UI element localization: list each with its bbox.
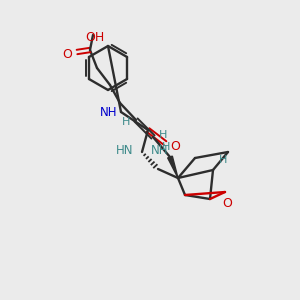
Text: NH: NH xyxy=(100,106,117,118)
Text: H: H xyxy=(159,130,167,140)
Text: OH: OH xyxy=(85,31,105,44)
Text: O: O xyxy=(170,140,180,152)
Text: O: O xyxy=(222,197,232,210)
Text: H: H xyxy=(122,117,130,127)
Text: O: O xyxy=(62,49,72,62)
Text: H: H xyxy=(219,155,227,165)
Text: NH: NH xyxy=(151,143,169,157)
Polygon shape xyxy=(168,156,178,178)
Text: HN: HN xyxy=(116,143,133,157)
Text: H: H xyxy=(162,142,170,152)
